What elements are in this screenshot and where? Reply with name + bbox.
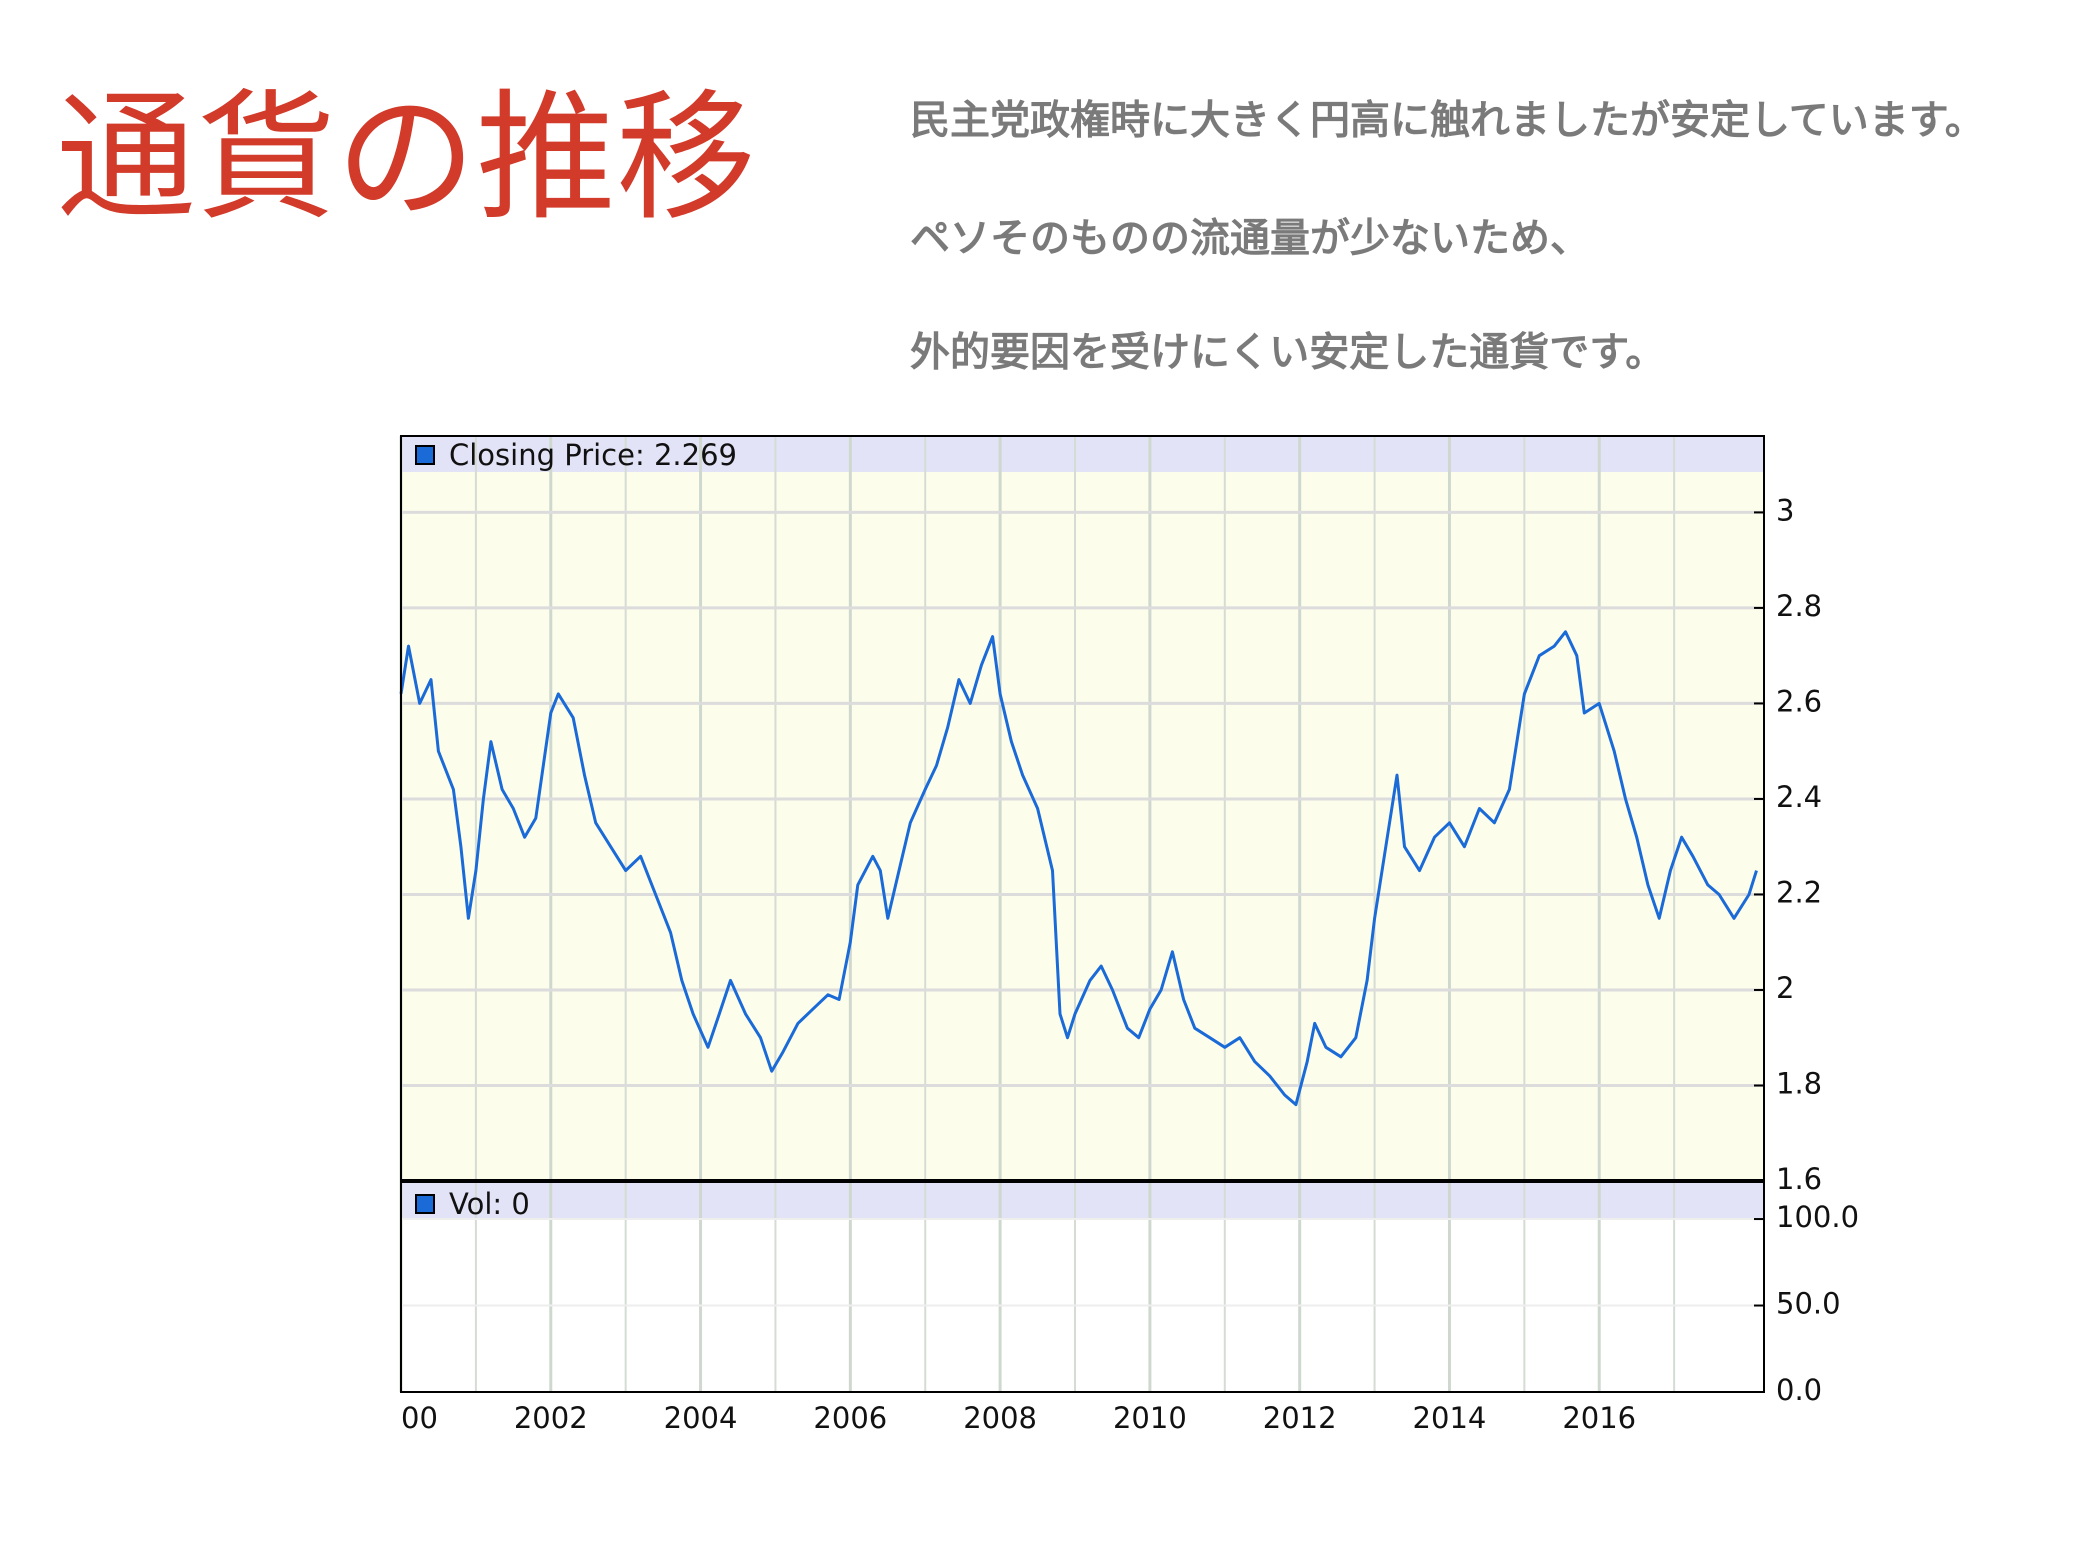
y-tick-label: 50.0 [1776,1287,1841,1321]
x-tick-label: 2016 [1562,1401,1636,1435]
y-tick-label: 1.8 [1776,1066,1822,1100]
y-tick-label: 3 [1776,493,1794,527]
price-line [399,630,1758,1107]
y-tick-label: 2.8 [1776,589,1822,623]
x-tick-label: 00 [401,1401,438,1435]
frame [400,435,1765,1393]
legend-label: Vol: 0 [449,1187,530,1221]
legend-band [401,436,1764,472]
x-tick-label: 2002 [514,1401,588,1435]
body-line: ペソそのものの流通量が少ないため、 [910,217,1590,261]
body-line: 民主党政権時に大きく円高に触れましたが安定しています。 [910,99,1985,143]
y-tick-label: 1.6 [1776,1162,1822,1196]
y-tick-label: 100.0 [1776,1200,1859,1234]
slide-title: 通貨の推移 [56,82,756,237]
y-tick-label: 2.6 [1776,684,1822,718]
y-tick-label: 0.0 [1776,1373,1822,1407]
x-tick-label: 2004 [664,1401,738,1435]
x-tick-label: 2012 [1263,1401,1337,1435]
legend-band [401,1183,1764,1219]
legend-label: Closing Price: 2.269 [449,438,737,472]
body-line: 外的要因を受けにくい安定した通貨です。 [910,331,1665,375]
price-pane [401,436,1764,1181]
x-tick-label: 2006 [813,1401,887,1435]
x-tick-label: 2014 [1413,1401,1487,1435]
y-tick-label: 2.4 [1776,780,1822,814]
x-tick-label: 2008 [963,1401,1037,1435]
y-tick-label: 2.2 [1776,875,1822,909]
legend-swatch [415,1194,435,1214]
x-tick-label: 2010 [1113,1401,1187,1435]
legend-swatch [415,445,435,465]
y-tick-label: 2 [1776,971,1794,1005]
marks [399,630,1758,1107]
